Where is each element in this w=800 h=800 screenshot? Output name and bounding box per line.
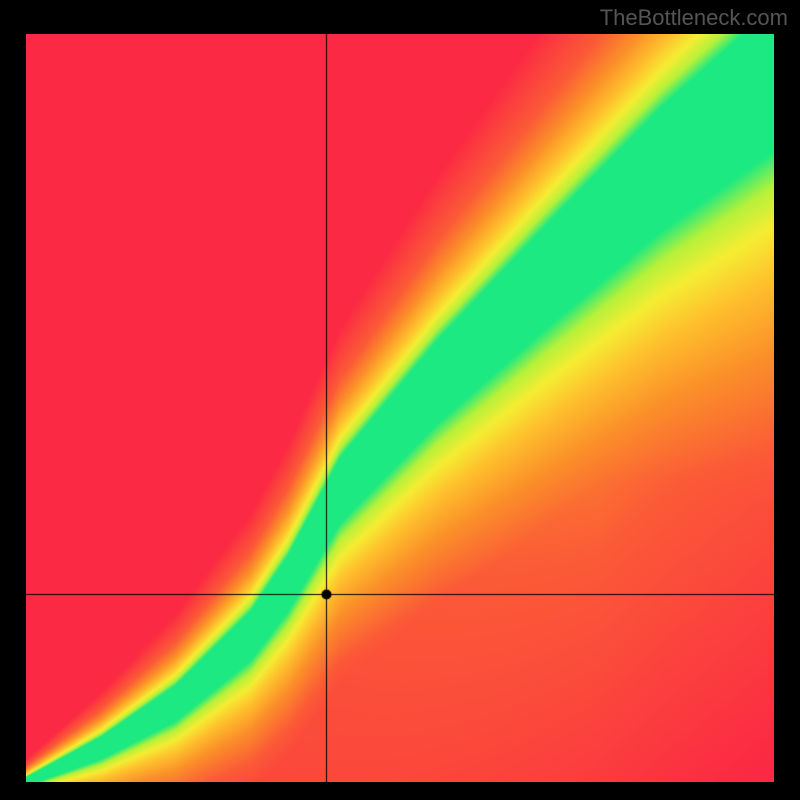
heatmap-canvas	[26, 34, 774, 782]
heatmap-plot	[26, 34, 774, 782]
chart-container: TheBottleneck.com	[0, 0, 800, 800]
watermark-text: TheBottleneck.com	[600, 5, 788, 31]
